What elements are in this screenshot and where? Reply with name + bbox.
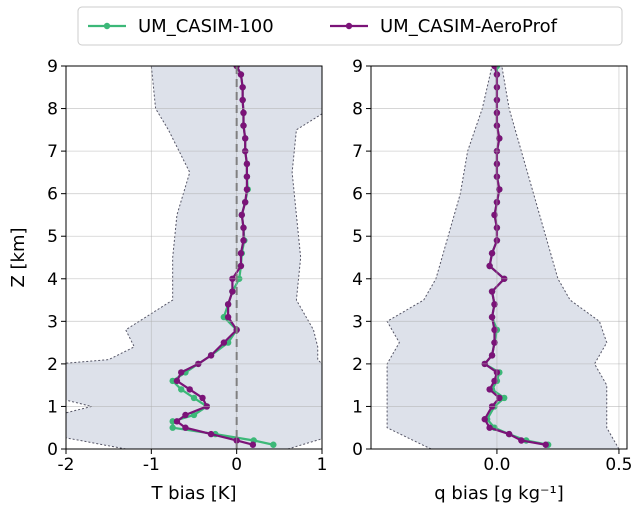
y-tick-label: 4 xyxy=(352,270,363,290)
data-point xyxy=(486,262,493,270)
data-point xyxy=(229,288,236,295)
x-tick-label: -2 xyxy=(58,455,75,475)
y-tick-label: 4 xyxy=(47,270,58,290)
x-axis-label: T bias [K] xyxy=(150,483,236,504)
data-point xyxy=(190,394,198,402)
y-tick-label: 6 xyxy=(47,185,58,205)
data-point xyxy=(518,437,525,444)
data-point xyxy=(491,339,498,346)
band-edge xyxy=(66,66,191,449)
y-tick-label: 9 xyxy=(352,57,363,77)
y-tick-label: 2 xyxy=(352,355,363,375)
data-point xyxy=(237,262,245,270)
data-point xyxy=(488,313,496,321)
data-point xyxy=(242,198,249,206)
spread-band xyxy=(66,66,322,449)
spread-band xyxy=(387,66,619,449)
legend-marker xyxy=(345,22,353,30)
axes-frame xyxy=(65,65,323,450)
x-tick-label: 0.5 xyxy=(605,455,632,475)
y-tick-label: 7 xyxy=(352,142,363,162)
legend-label: UM_CASIM-AeroProf xyxy=(380,16,558,37)
data-point xyxy=(491,66,498,70)
data-point xyxy=(491,377,498,385)
data-point xyxy=(505,430,513,438)
data-point xyxy=(239,84,246,91)
data-point xyxy=(270,441,277,448)
legend-label: UM_CASIM-100 xyxy=(138,16,274,37)
data-point xyxy=(182,411,189,419)
data-point xyxy=(238,211,245,219)
data-point xyxy=(240,122,247,129)
y-tick-label: 2 xyxy=(47,355,58,375)
data-point xyxy=(224,313,232,321)
y-tick-label: 6 xyxy=(352,185,363,205)
data-point xyxy=(173,377,181,385)
data-point xyxy=(496,186,503,193)
y-tick-label: 5 xyxy=(352,227,363,247)
data-point xyxy=(243,160,251,168)
data-point xyxy=(488,250,496,257)
data-point xyxy=(491,326,498,334)
legend-marker xyxy=(103,22,111,30)
x-axis-label: q bias [g kg⁻¹] xyxy=(434,483,563,504)
data-point xyxy=(491,301,498,308)
data-point xyxy=(186,386,193,393)
x-tick-label: 0.0 xyxy=(483,455,510,475)
data-point xyxy=(496,394,503,402)
data-point xyxy=(182,424,189,431)
band-edge xyxy=(386,66,493,449)
data-point xyxy=(220,339,228,346)
y-tick-label: 1 xyxy=(47,397,58,417)
data-point xyxy=(488,288,496,295)
y-tick-label: 3 xyxy=(47,312,58,332)
data-point xyxy=(486,386,493,393)
data-point xyxy=(178,386,185,393)
x-tick-label: 1 xyxy=(317,455,328,475)
data-point xyxy=(243,173,251,180)
data-point xyxy=(496,135,503,142)
y-tick-label: 8 xyxy=(47,100,58,120)
data-point xyxy=(491,211,498,219)
data-point xyxy=(488,352,496,359)
data-point xyxy=(249,441,257,448)
data-point xyxy=(542,441,549,448)
data-point xyxy=(501,394,508,402)
y-tick-label: 9 xyxy=(47,57,58,77)
data-point xyxy=(242,135,249,142)
y-tick-label: 0 xyxy=(47,440,58,460)
data-point xyxy=(240,224,247,231)
y-tick-label: 3 xyxy=(352,312,363,332)
y-tick-label: 1 xyxy=(352,397,363,417)
data-point xyxy=(243,186,251,193)
data-point xyxy=(237,250,245,257)
data-point xyxy=(237,71,245,78)
data-point xyxy=(240,109,247,117)
y-axis-label: Z [km] xyxy=(8,227,29,287)
x-tick-label: 0 xyxy=(231,455,242,475)
data-point xyxy=(178,369,185,376)
data-point xyxy=(239,96,246,104)
band-edge xyxy=(287,113,322,449)
y-tick-label: 0 xyxy=(352,440,363,460)
data-point xyxy=(207,430,215,438)
data-point xyxy=(207,352,215,359)
data-point xyxy=(481,416,488,423)
data-point xyxy=(169,424,176,431)
data-point xyxy=(199,394,206,402)
plot-area xyxy=(386,66,620,449)
y-tick-label: 5 xyxy=(47,227,58,247)
axes-frame xyxy=(370,65,628,450)
data-point xyxy=(240,237,247,244)
x-tick-label: -1 xyxy=(143,455,160,475)
y-tick-label: 8 xyxy=(352,100,363,120)
data-point xyxy=(224,301,232,308)
data-point xyxy=(173,418,181,425)
y-tick-label: 7 xyxy=(47,142,58,162)
plot-area xyxy=(66,66,322,449)
data-point xyxy=(486,424,493,431)
band-edge xyxy=(501,66,620,449)
